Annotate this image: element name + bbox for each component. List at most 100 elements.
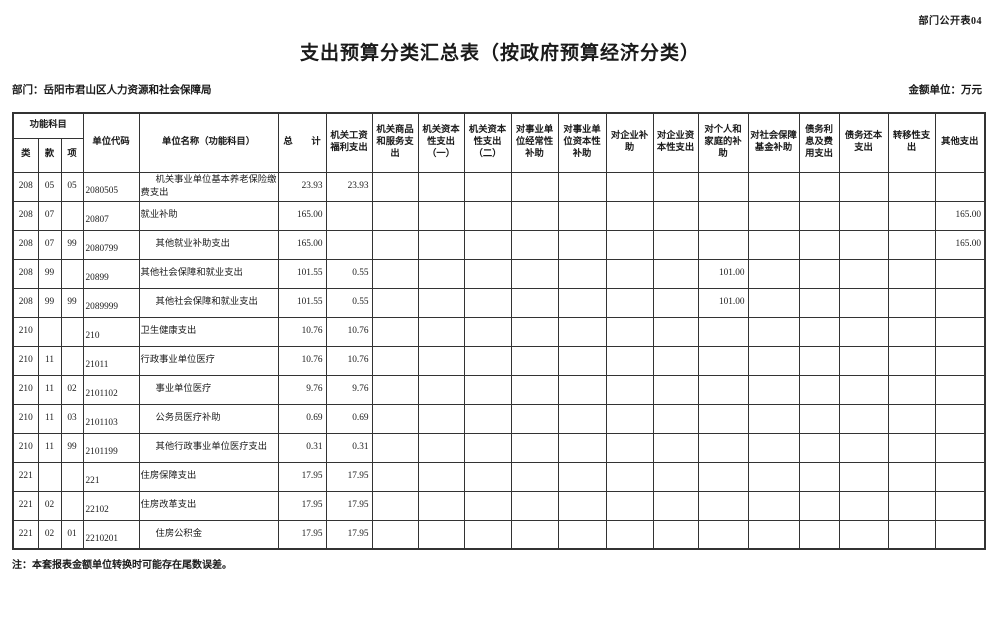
cell-item: 05 xyxy=(60,171,84,202)
table-row: 210 11 21011 行政事业单位医疗 10.76 10.76 xyxy=(12,345,986,376)
page-title: 支出预算分类汇总表（按政府预算经济分类） xyxy=(299,43,700,64)
cell-amount xyxy=(510,171,559,202)
cell-amount: 0.31 xyxy=(277,432,327,463)
column-header-class: 类 xyxy=(12,137,39,173)
cell-amount xyxy=(510,403,559,434)
cell-amount xyxy=(510,345,559,376)
cell-item xyxy=(60,200,84,231)
cell-class: 208 xyxy=(12,287,39,318)
cell-amount xyxy=(605,200,654,231)
cell-amount: 165.00 xyxy=(934,229,986,260)
table-row: 221 02 22102 住房改革支出 17.95 17.95 xyxy=(12,490,986,521)
cell-item xyxy=(60,490,84,521)
cell-amount xyxy=(371,432,419,463)
cell-item: 01 xyxy=(60,519,84,550)
column-header-econ: 债务利息及费用支出 xyxy=(798,112,840,173)
cell-amount: 101.00 xyxy=(697,287,749,318)
table-row: 210 11 03 2101103 公务员医疗补助 0.69 0.69 xyxy=(12,403,986,434)
cell-amount xyxy=(510,316,559,347)
cell-amount xyxy=(371,171,419,202)
column-header-item: 项 xyxy=(60,137,84,173)
cell-amount xyxy=(838,345,889,376)
cell-amount xyxy=(652,171,699,202)
cell-amount xyxy=(887,345,936,376)
cell-amount xyxy=(463,374,512,405)
cell-amount xyxy=(557,171,607,202)
cell-amount xyxy=(747,519,800,550)
cell-amount: 9.76 xyxy=(325,374,373,405)
table-row: 208 07 99 2080799 其他就业补助支出 165.00 165.00 xyxy=(12,229,986,260)
cell-amount xyxy=(557,374,607,405)
cell-amount xyxy=(510,200,559,231)
cell-amount: 0.55 xyxy=(325,258,373,289)
cell-class: 210 xyxy=(12,374,39,405)
cell-amount xyxy=(798,374,840,405)
cell-amount: 0.31 xyxy=(325,432,373,463)
cell-amount xyxy=(417,200,465,231)
cell-amount xyxy=(605,316,654,347)
cell-amount xyxy=(934,258,986,289)
cell-section xyxy=(37,316,62,347)
cell-item xyxy=(60,461,84,492)
cell-amount: 10.76 xyxy=(325,316,373,347)
cell-class: 221 xyxy=(12,490,39,521)
cell-amount xyxy=(697,316,749,347)
cell-amount xyxy=(697,171,749,202)
cell-amount xyxy=(934,316,986,347)
cell-amount xyxy=(747,200,800,231)
cell-unit-name: 住房改革支出 xyxy=(138,490,279,521)
cell-amount xyxy=(463,519,512,550)
cell-amount xyxy=(747,432,800,463)
cell-unit-code: 20899 xyxy=(82,258,140,289)
cell-amount xyxy=(934,461,986,492)
cell-amount xyxy=(557,461,607,492)
cell-amount xyxy=(747,287,800,318)
cell-amount: 165.00 xyxy=(277,229,327,260)
cell-amount xyxy=(325,229,373,260)
cell-amount xyxy=(605,287,654,318)
cell-amount xyxy=(887,229,936,260)
cell-amount xyxy=(887,403,936,434)
table-row: 208 99 20899 其他社会保障和就业支出 101.55 0.55 101.00 xyxy=(12,258,986,289)
column-header-unit-code: 单位代码 xyxy=(82,112,140,173)
cell-amount xyxy=(417,171,465,202)
cell-unit-code: 210 xyxy=(82,316,140,347)
cell-amount xyxy=(747,316,800,347)
cell-amount: 165.00 xyxy=(277,200,327,231)
cell-amount xyxy=(838,432,889,463)
cell-section: 02 xyxy=(37,490,62,521)
cell-amount xyxy=(463,403,512,434)
column-header-functional-subject: 功能科目 xyxy=(12,112,84,139)
cell-amount: 10.76 xyxy=(325,345,373,376)
cell-amount xyxy=(510,258,559,289)
cell-amount xyxy=(605,229,654,260)
cell-unit-code: 2089999 xyxy=(82,287,140,318)
table-row: 208 99 99 2089999 其他社会保障和就业支出 101.55 0.55 101.0… xyxy=(12,287,986,318)
cell-amount xyxy=(798,403,840,434)
column-header-econ: 转移性支出 xyxy=(887,112,936,173)
cell-amount xyxy=(605,519,654,550)
cell-amount xyxy=(417,461,465,492)
cell-amount xyxy=(371,229,419,260)
cell-amount xyxy=(510,374,559,405)
cell-amount xyxy=(798,345,840,376)
cell-amount xyxy=(838,461,889,492)
table-row: 221 221 住房保障支出 17.95 17.95 xyxy=(12,461,986,492)
cell-amount xyxy=(838,316,889,347)
cell-amount xyxy=(557,403,607,434)
column-header-econ: 对企业资本性支出 xyxy=(652,112,699,173)
cell-amount xyxy=(934,345,986,376)
cell-amount: 101.55 xyxy=(277,258,327,289)
cell-amount xyxy=(463,287,512,318)
cell-unit-code: 2210201 xyxy=(82,519,140,550)
cell-section: 11 xyxy=(37,345,62,376)
cell-amount xyxy=(747,374,800,405)
table-row: 210 210 卫生健康支出 10.76 10.76 xyxy=(12,316,986,347)
cell-amount xyxy=(887,519,936,550)
cell-amount xyxy=(697,432,749,463)
cell-amount xyxy=(652,403,699,434)
cell-amount xyxy=(557,490,607,521)
cell-amount: 9.76 xyxy=(277,374,327,405)
cell-item xyxy=(60,345,84,376)
